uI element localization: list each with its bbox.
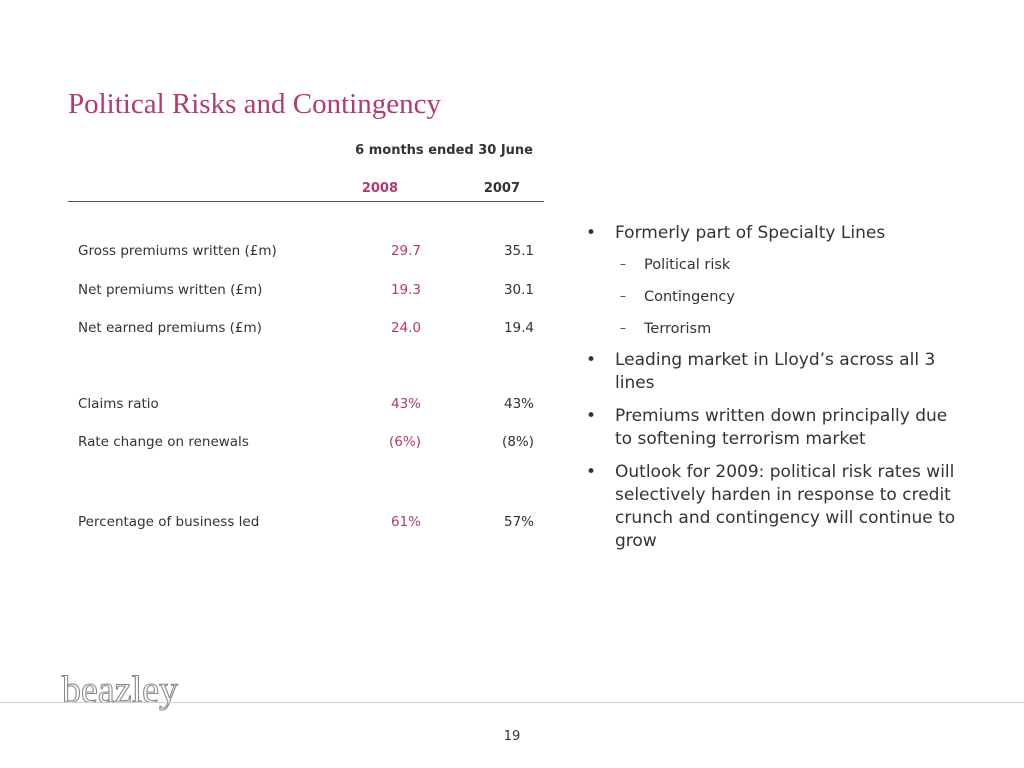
value-2008: 29.7 (390, 243, 421, 259)
bullet-item: • Formerly part of Specialty Lines – Pol… (586, 222, 966, 339)
row-label: Net premiums written (£m) (78, 282, 263, 298)
value-2007: (8%) (502, 434, 534, 450)
bullet-marker: • (586, 406, 597, 426)
value-2007: 30.1 (503, 282, 534, 298)
value-2008: 19.3 (390, 282, 421, 298)
sub-bullet-item: – Contingency (564, 287, 966, 307)
bullet-item: • Premiums written down principally due … (586, 405, 966, 451)
bullet-marker: • (586, 350, 597, 370)
column-header-2007: 2007 (483, 181, 520, 196)
table-row: Gross premiums written (£m) 29.7 35.1 (78, 243, 534, 261)
page-number: 19 (503, 729, 521, 744)
table-row: Net earned premiums (£m) 24.0 19.4 (78, 320, 534, 338)
sub-bullet-item: – Terrorism (564, 319, 966, 339)
dash-marker: – (620, 321, 626, 335)
row-label: Gross premiums written (£m) (78, 243, 277, 259)
sub-bullet-list: – Political risk – Contingency – Terrori… (615, 255, 966, 339)
period-header: 6 months ended 30 June (355, 143, 533, 158)
sub-bullet-text: Political risk (644, 257, 731, 273)
footer-rule (0, 702, 1024, 703)
column-header-2008: 2008 (361, 181, 398, 196)
row-label: Claims ratio (78, 396, 159, 412)
slide-title: Political Risks and Contingency (68, 88, 441, 120)
value-2008: 61% (390, 514, 421, 530)
bullet-text: Leading market in Lloyd’s across all 3 l… (615, 350, 936, 393)
value-2007: 35.1 (503, 243, 534, 259)
value-2007: 19.4 (503, 320, 534, 336)
row-label: Percentage of business led (78, 514, 260, 530)
logo-wordmark: beazley (62, 669, 178, 711)
sub-bullet-text: Contingency (644, 289, 735, 305)
value-2007: 57% (503, 514, 534, 530)
table-row: Net premiums written (£m) 19.3 30.1 (78, 282, 534, 300)
bullet-item: • Leading market in Lloyd’s across all 3… (586, 349, 966, 395)
value-2007: 43% (503, 396, 534, 412)
table-row: Claims ratio 43% 43% (78, 396, 534, 414)
value-2008: (6%) (389, 434, 421, 450)
bullet-marker: • (586, 462, 597, 482)
sub-bullet-item: – Political risk (564, 255, 966, 275)
dash-marker: – (620, 257, 626, 271)
table-row: Rate change on renewals (6%) (8%) (78, 434, 534, 452)
bullet-text: Premiums written down principally due to… (615, 406, 948, 449)
bullet-text: Formerly part of Specialty Lines (615, 223, 886, 243)
row-label: Net earned premiums (£m) (78, 320, 262, 336)
value-2008: 24.0 (390, 320, 421, 336)
bullet-text: Outlook for 2009: political risk rates w… (615, 462, 956, 551)
beazley-logo: beazley (61, 668, 178, 711)
table-header-rule (68, 201, 544, 202)
bullet-list: • Formerly part of Specialty Lines – Pol… (586, 222, 966, 563)
table-row: Percentage of business led 61% 57% (78, 514, 534, 532)
row-label: Rate change on renewals (78, 434, 249, 450)
value-2008: 43% (390, 396, 421, 412)
sub-bullet-text: Terrorism (644, 321, 712, 337)
dash-marker: – (620, 289, 626, 303)
bullet-marker: • (586, 223, 597, 243)
bullet-item: • Outlook for 2009: political risk rates… (586, 461, 966, 553)
